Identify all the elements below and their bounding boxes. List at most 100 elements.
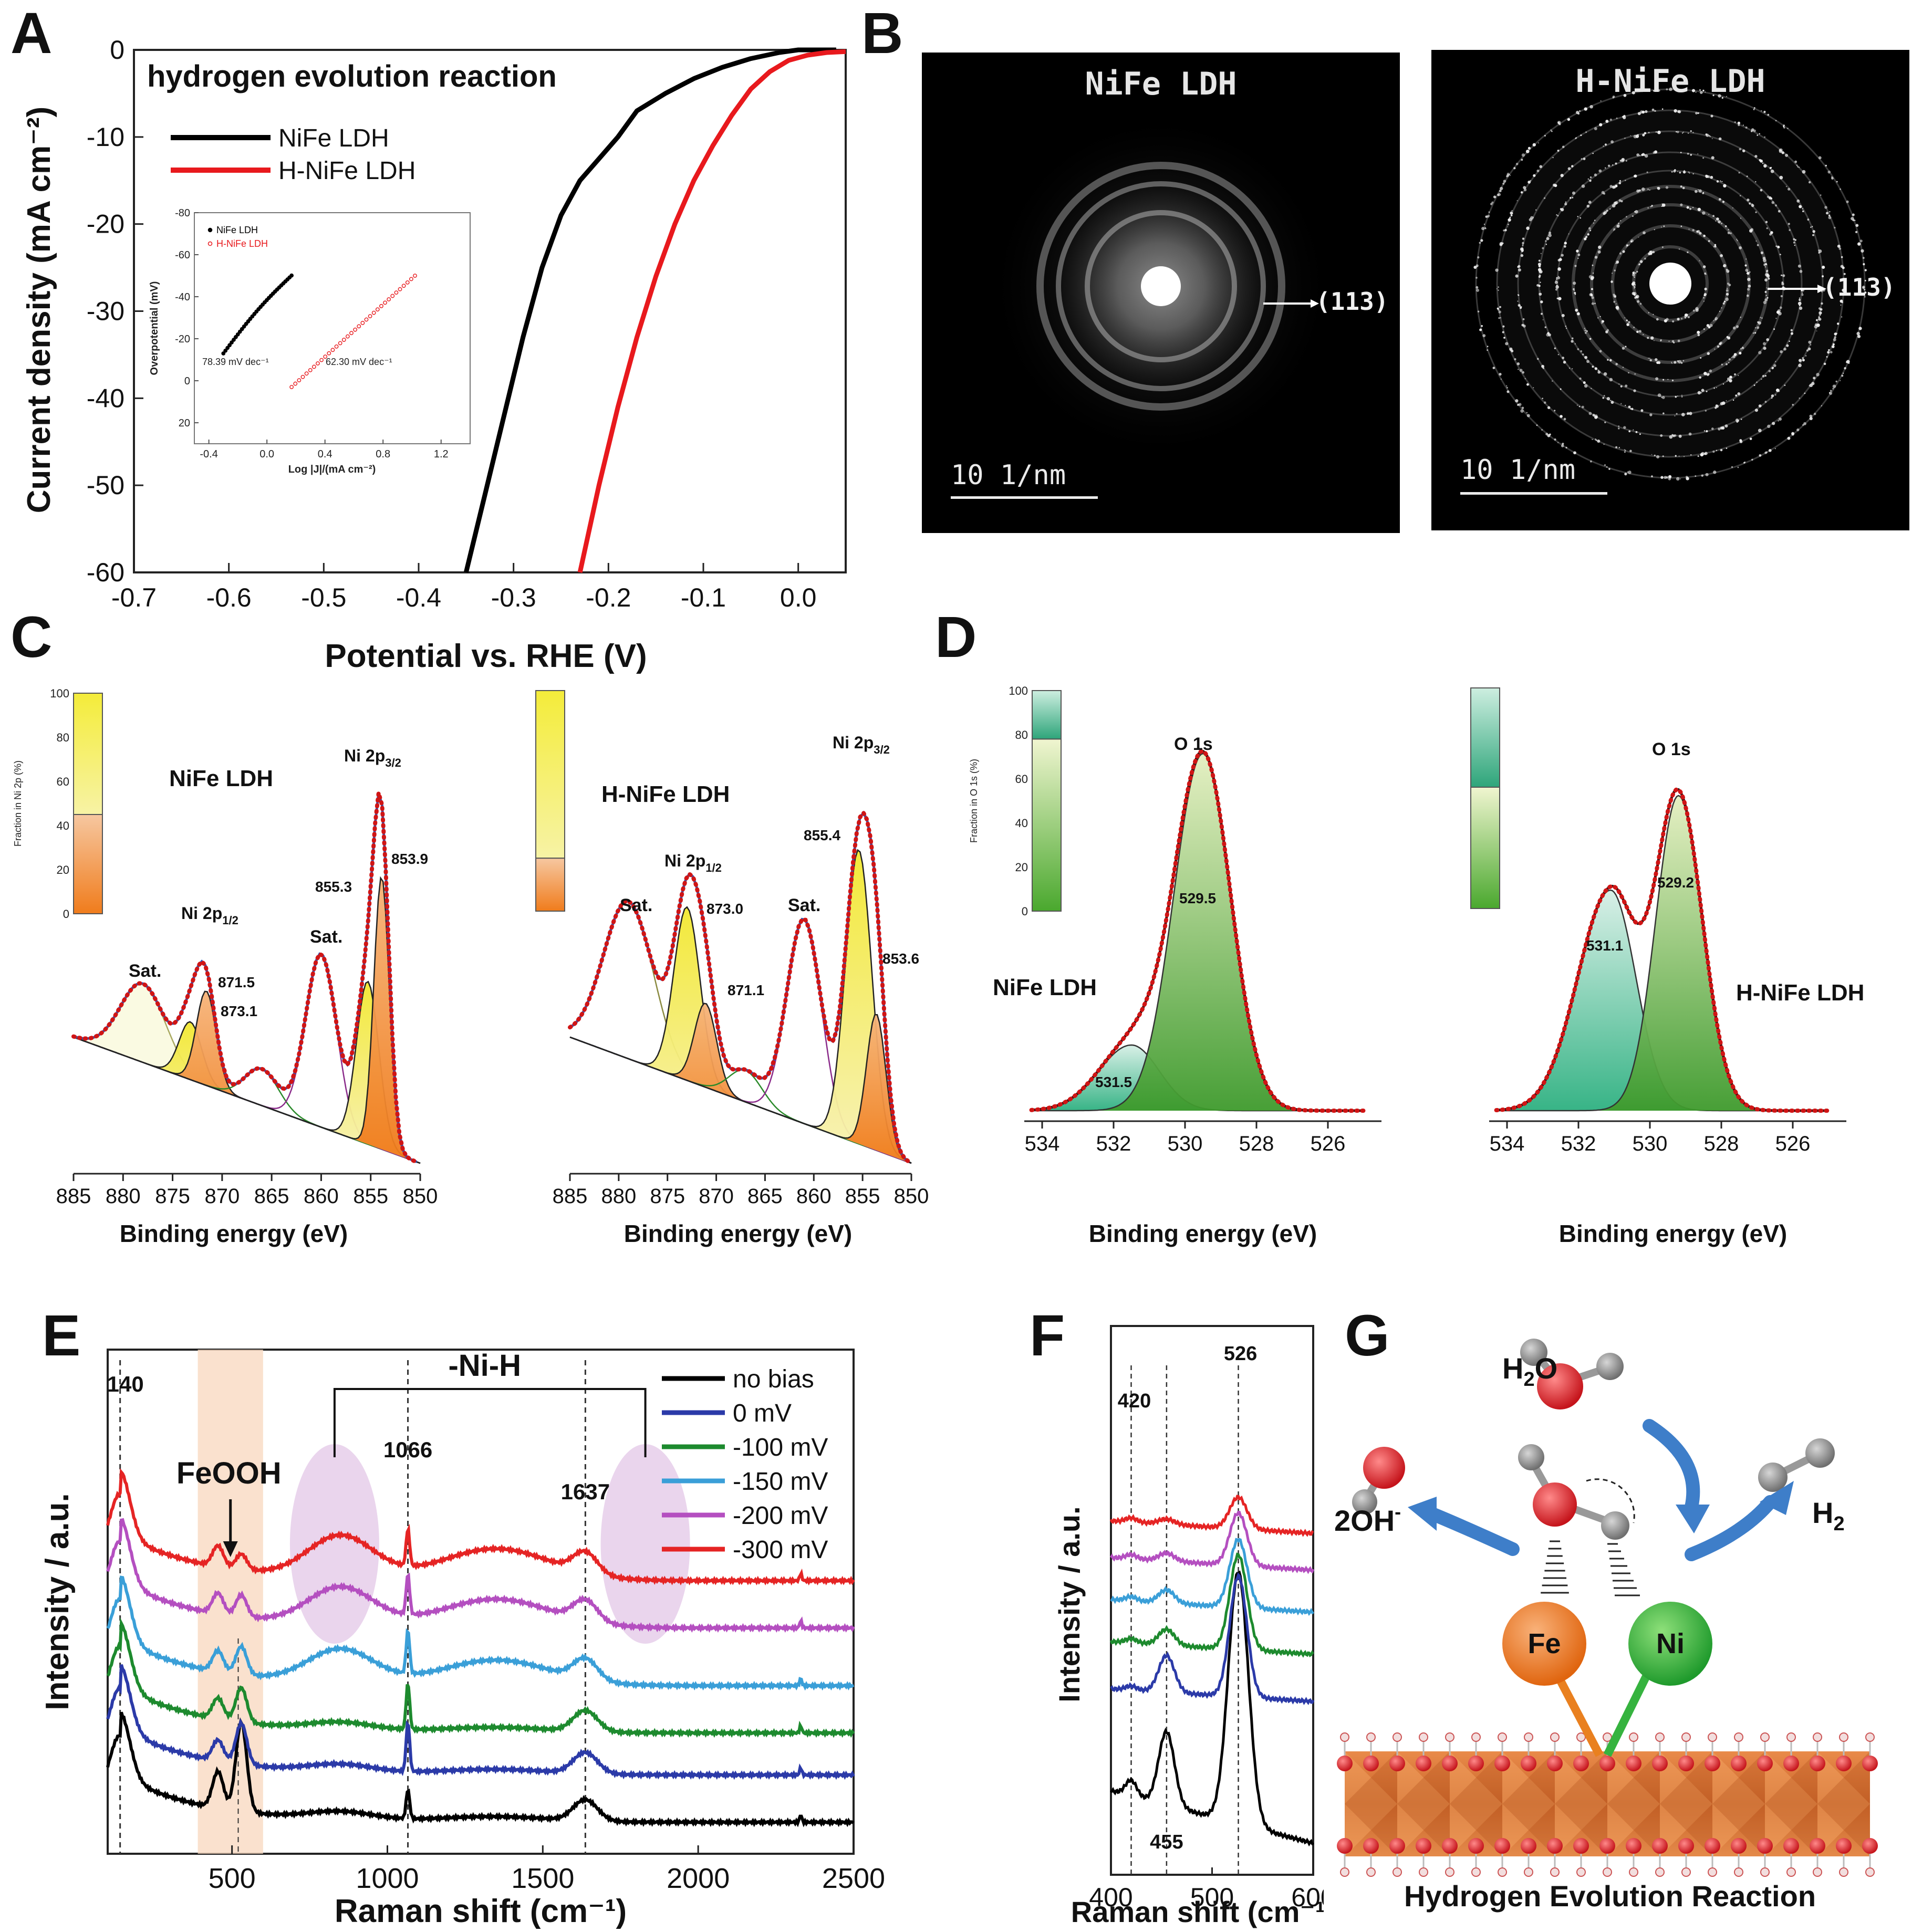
saed-spot [1623, 93, 1627, 97]
saed-spot [1594, 415, 1598, 419]
saed-spot [1736, 325, 1739, 328]
saed-spot [1718, 220, 1721, 224]
saed-spot [1603, 395, 1605, 396]
saed-spot [1766, 269, 1769, 272]
saed-spot [1609, 118, 1612, 121]
saed-spot [1500, 186, 1503, 191]
saed-spot [1729, 375, 1732, 379]
bar-tick-label: 40 [1015, 817, 1028, 830]
saed-spot [1697, 391, 1701, 395]
saed-spot [1487, 215, 1490, 218]
saed-spot [1591, 288, 1593, 290]
saed-spot [1818, 318, 1822, 321]
saed-spot [1619, 180, 1621, 182]
fraction-bar-top [1470, 687, 1500, 788]
saed-spot [1571, 165, 1574, 168]
saed-spot [1554, 347, 1556, 349]
inset-legend-marker [207, 227, 213, 233]
saed-spot [1688, 432, 1692, 436]
inset-point [379, 304, 383, 308]
panel-a-chart: hydrogen evolution reaction -0.7 -0.6 -0.5… [21, 35, 847, 674]
saed-spot [1640, 409, 1644, 412]
saed-spot [1608, 468, 1610, 470]
saed-spot [1593, 222, 1595, 224]
saed-spot [1774, 448, 1776, 450]
saed-spot [1610, 400, 1612, 401]
saed-spot [1573, 281, 1576, 285]
saed-spot [1489, 215, 1490, 217]
saed-spot [1720, 402, 1724, 405]
inset-point [413, 274, 417, 278]
saed-spot [1508, 219, 1510, 221]
saed-spot [1552, 183, 1556, 187]
saed-spot [1589, 338, 1592, 340]
hydrogen-atom [1498, 1732, 1507, 1742]
saed-spot [1842, 301, 1843, 304]
saed-spot [1740, 217, 1741, 219]
saed-spot [1837, 322, 1840, 325]
saed-spot [1625, 384, 1628, 388]
saed-spot [1797, 166, 1799, 168]
saed-spot [1548, 234, 1552, 237]
lattice-octahedron [1712, 1751, 1765, 1856]
saed-spot [1740, 195, 1741, 196]
saed-spot [1565, 446, 1567, 448]
saed-spot [1495, 197, 1497, 198]
saed-spot [1831, 177, 1834, 180]
saed-spot [1718, 94, 1721, 98]
saed-spot [1523, 238, 1524, 240]
saed-spot [1500, 379, 1502, 380]
saed-spot [1507, 226, 1509, 227]
saed-spot [1691, 89, 1696, 92]
saed-spot [1720, 181, 1722, 183]
saed-spot [1770, 169, 1774, 173]
saed-spot [1539, 165, 1543, 169]
saed-spot [1526, 412, 1527, 413]
saed-spot [1746, 294, 1749, 297]
saed-spot [1657, 361, 1660, 364]
hydrogen-atom [1419, 1732, 1428, 1742]
lattice-octahedron [1555, 1751, 1607, 1856]
label-ni2p32: Ni 2p3/2 [833, 733, 890, 756]
saed-spot [1699, 260, 1700, 262]
x-tick-label: 865 [747, 1185, 783, 1208]
saed-spot [1552, 380, 1553, 382]
saed-spot [1661, 246, 1664, 248]
saed-spot [1495, 268, 1499, 272]
panel-a-ylabel: Current density (mA cm⁻²) [21, 107, 57, 514]
nih-bracket [333, 1388, 647, 1457]
ni-label: Ni [1656, 1628, 1685, 1659]
saed-spot [1647, 337, 1649, 339]
saed-spot [1580, 134, 1582, 137]
lattice-octahedron [1450, 1751, 1502, 1856]
saed-spot [1764, 401, 1767, 403]
saed-spot [1820, 194, 1822, 196]
saed-spot [1799, 304, 1801, 306]
saed-spot [1764, 278, 1768, 282]
saed-spot [1537, 142, 1539, 144]
saed-spot [1827, 351, 1830, 354]
saed-spot [1562, 443, 1564, 445]
saed-spot [1589, 460, 1592, 463]
x-tick-label: 534 [1025, 1132, 1060, 1155]
saed-spot [1672, 320, 1675, 323]
hydrogen-atom [1734, 1867, 1743, 1877]
label-sat: Sat. [129, 961, 161, 981]
x-tick-label: 875 [650, 1185, 685, 1208]
saed-spot [1685, 317, 1687, 319]
saed-spot [1794, 244, 1795, 246]
saed-spot [1799, 166, 1800, 168]
saed-spot [1688, 228, 1690, 230]
saed-spot [1799, 297, 1800, 299]
inset-point [225, 346, 230, 350]
saed-spot [1674, 109, 1677, 113]
feooh-arrowhead [223, 1541, 238, 1557]
oxygen-atom [1757, 1756, 1773, 1771]
legend-label: -100 mV [733, 1434, 828, 1461]
panel-f-ylabel: Intensity / a.u. [1053, 1506, 1086, 1702]
inset-point [409, 277, 413, 281]
saed-spot [1545, 244, 1547, 245]
saed-spot [1647, 188, 1649, 190]
saed-spot [1724, 424, 1728, 428]
saed-spot [1546, 237, 1550, 241]
